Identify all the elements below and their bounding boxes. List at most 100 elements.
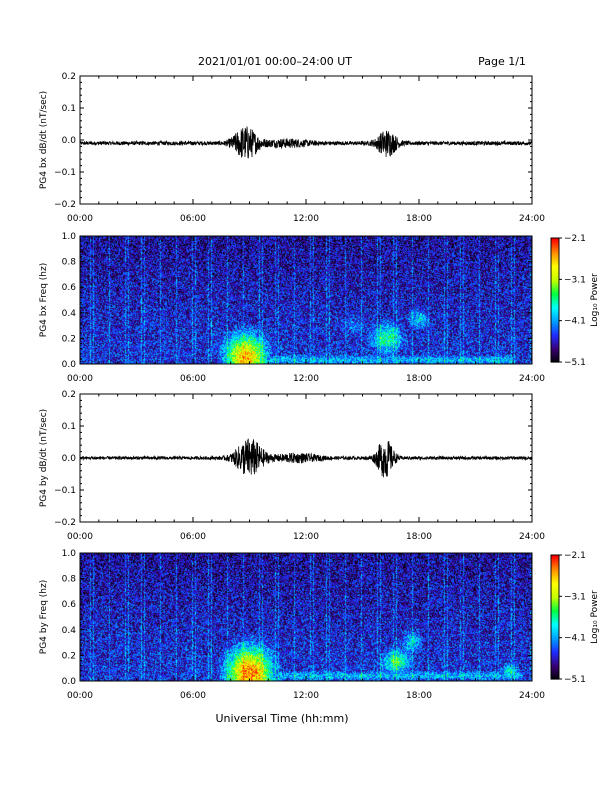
colorbar-label: Log₁₀ Power <box>590 273 600 327</box>
colorbar-swatch <box>551 285 559 289</box>
colorbar-swatch <box>551 264 559 268</box>
colorbar-swatch <box>551 590 559 593</box>
y-tick-label: 0.8 <box>62 575 77 585</box>
y-tick-label: 0.6 <box>62 283 77 293</box>
colorbar-swatch <box>551 652 559 655</box>
y-tick-label: 0.0 <box>62 136 77 146</box>
colorbar-label: Log₁₀ Power <box>590 590 600 644</box>
colorbar-swatch <box>551 349 559 353</box>
colorbar-swatch <box>551 633 559 637</box>
colorbar-frame <box>550 554 560 680</box>
colorbar-swatch <box>551 635 559 639</box>
colorbar-swatch <box>551 577 559 581</box>
x-tick-label: 00:00 <box>67 214 93 224</box>
colorbar-swatch <box>551 293 559 297</box>
x-tick-label: 12:00 <box>293 374 319 384</box>
colorbar-swatch <box>551 359 559 363</box>
colorbar-swatch <box>551 670 559 674</box>
colorbar-swatch <box>551 575 559 579</box>
trace-3 <box>79 438 533 478</box>
colorbar-swatch <box>551 645 559 649</box>
x-tick-label: 00:00 <box>67 374 93 384</box>
colorbar-swatch <box>551 648 559 651</box>
colorbar-swatch <box>551 637 559 641</box>
y-axis-title: PG4 by Freq (hz) <box>39 580 49 654</box>
colorbar-tick-label: −4.1 <box>564 317 586 327</box>
colorbar-swatch <box>551 561 559 564</box>
colorbar-swatch <box>551 242 559 245</box>
y-tick-label: −0.2 <box>54 200 76 210</box>
colorbar-swatch <box>551 269 559 272</box>
y-tick-label: 0.1 <box>62 104 76 114</box>
colorbar-swatch <box>551 246 559 249</box>
colorbar-swatch <box>551 333 559 336</box>
colorbar-tick-label: −5.1 <box>564 675 586 685</box>
y-tick-label: 1.0 <box>62 549 77 559</box>
colorbar-swatch <box>551 656 559 659</box>
colorbar-frame <box>550 237 560 363</box>
x-axis-title: Universal Time (hh:mm) <box>216 712 349 725</box>
colorbar-swatch <box>551 266 559 270</box>
y-tick-label: 0.1 <box>62 422 76 432</box>
colorbar-swatch <box>551 619 559 622</box>
colorbar-swatch <box>551 557 559 560</box>
colorbar-swatch <box>551 240 559 243</box>
colorbar-swatch <box>551 668 559 672</box>
plots-container: 0.2 0.1 0.0 −0.1 −0.2 00:00 06:00 12:00 18:00 24:… <box>39 72 600 701</box>
colorbar-swatch <box>551 238 559 241</box>
colorbar-swatch <box>551 643 559 647</box>
colorbar-swatch <box>551 289 559 293</box>
y-tick-label: 0.8 <box>62 258 77 268</box>
trace-1 <box>79 126 533 159</box>
colorbar-swatch <box>551 602 559 606</box>
colorbar-swatch <box>551 664 559 668</box>
colorbar-swatch <box>551 357 559 361</box>
colorbar-swatch <box>551 631 559 635</box>
colorbar-swatch <box>551 612 559 616</box>
colorbar-2: −2.1 −3.1 −4.1 −5.1 Log₁₀ Power <box>550 234 600 368</box>
y-tick-label: −0.2 <box>54 518 76 528</box>
colorbar-swatch <box>551 281 559 285</box>
colorbar-swatch <box>551 262 559 266</box>
colorbar-swatch <box>551 273 559 276</box>
panel-4: −2.1 −3.1 −4.1 −5.1 Log₁₀ Power 1.0 0.8 0.6 0.4 0… <box>39 549 600 701</box>
colorbar-swatch <box>551 244 559 247</box>
colorbar-swatch <box>551 627 559 630</box>
colorbar-swatch <box>551 610 559 614</box>
y-tick-label: 0.0 <box>62 360 77 370</box>
colorbar-swatch <box>551 254 559 258</box>
x-tick-label: 24:00 <box>519 691 545 701</box>
x-tick-label: 18:00 <box>406 691 432 701</box>
colorbar-swatch <box>551 318 559 322</box>
y-axis-title: PG4 bx Freq (hz) <box>39 263 49 337</box>
colorbar-swatch <box>551 291 559 295</box>
colorbar-swatch <box>551 353 559 357</box>
y-tick-label: −0.1 <box>54 168 76 178</box>
y-tick-label: −0.1 <box>54 486 76 496</box>
x-tick-label: 06:00 <box>180 374 206 384</box>
colorbar-tick-label: −5.1 <box>564 358 586 368</box>
colorbar-swatch <box>551 666 559 670</box>
colorbar-swatch <box>551 312 559 316</box>
colorbar-swatch <box>551 304 559 307</box>
colorbar-swatch <box>551 252 559 256</box>
colorbar-swatch <box>551 579 559 583</box>
colorbar-swatch <box>551 592 559 595</box>
colorbar-swatch <box>551 629 559 633</box>
colorbar-swatch <box>551 320 559 324</box>
colorbar-swatch <box>551 588 559 591</box>
colorbar-swatch <box>551 604 559 608</box>
colorbar-swatch <box>551 335 559 338</box>
colorbar-swatch <box>551 314 559 318</box>
y-tick-label: 0.2 <box>62 72 76 82</box>
colorbar-swatch <box>551 594 559 597</box>
y-tick-label: 1.0 <box>62 232 77 242</box>
colorbar-swatch <box>551 674 559 678</box>
colorbar-swatch <box>551 297 559 301</box>
y-tick-label: 0.2 <box>62 390 76 400</box>
colorbar-tick-label: −3.1 <box>564 275 586 285</box>
colorbar-swatch <box>551 658 559 661</box>
colorbar-swatch <box>551 331 559 334</box>
colorbar-swatch <box>551 260 559 264</box>
